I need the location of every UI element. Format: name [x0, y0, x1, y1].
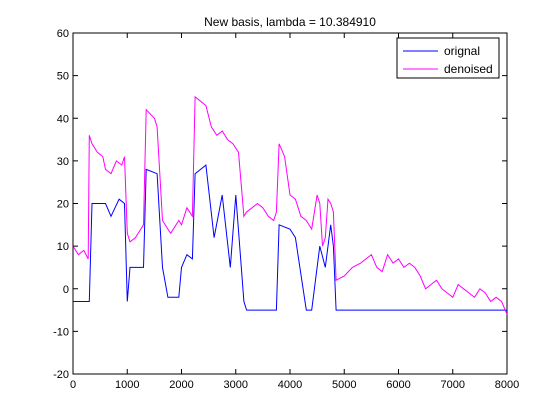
legend-label-orignal: orignal: [444, 44, 480, 58]
series-layer: [72, 95, 508, 315]
y-tick-label: 30: [57, 156, 69, 168]
series-line-orignal: [73, 164, 507, 311]
axes-box: [72, 32, 508, 375]
y-tick-label: 50: [57, 71, 69, 83]
series-line-denoised: [72, 95, 508, 315]
x-tick-label: 3000: [224, 379, 248, 391]
legend-label-denoised: denoised: [444, 62, 493, 76]
x-tick-label: 2000: [169, 379, 193, 391]
x-tick-label: 7000: [441, 379, 465, 391]
ticks-layer: 0 1000 2000 3000 4000 5000 6000 7000 8000 -20 -10 0…: [53, 28, 519, 391]
y-tick-label: 10: [57, 241, 69, 253]
legend: orignal denoised: [396, 37, 500, 79]
x-tick-label: 8000: [495, 379, 519, 391]
y-tick-label: 60: [57, 28, 69, 40]
chart-title: New basis, lambda = 10.384910: [204, 15, 376, 29]
x-tick-label: 1000: [115, 379, 139, 391]
x-tick-label: 6000: [386, 379, 410, 391]
x-tick-label: 0: [70, 379, 76, 391]
y-tick-label: 0: [63, 284, 69, 296]
x-tick-label: 5000: [332, 379, 356, 391]
y-tick-label: -20: [53, 369, 69, 381]
y-tick-label: -10: [53, 326, 69, 338]
y-tick-label: 40: [57, 113, 69, 125]
y-tick-label: 20: [57, 199, 69, 211]
legend-box: [396, 37, 500, 79]
x-tick-label: 4000: [278, 379, 302, 391]
